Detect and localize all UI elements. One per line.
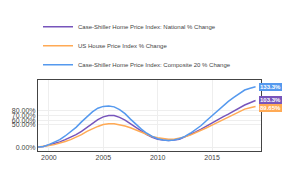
svg-text:80.00%: 80.00% (12, 107, 36, 114)
svg-text:70.00%: 70.00% (12, 112, 36, 119)
svg-text:Case-Shiller Home Price Index:: Case-Shiller Home Price Index: Composite… (78, 62, 231, 68)
svg-text:89.65%: 89.65% (260, 105, 281, 111)
svg-text:103.3%: 103.3% (260, 97, 281, 103)
svg-text:US House Price Index % Change: US House Price Index % Change (78, 43, 167, 49)
svg-text:50.00%: 50.00% (12, 121, 36, 128)
svg-text:133.3%: 133.3% (260, 84, 281, 90)
svg-text:2015: 2015 (204, 154, 220, 161)
svg-text:2010: 2010 (150, 154, 166, 161)
svg-text:0.00%: 0.00% (16, 144, 36, 151)
svg-text:60.00%: 60.00% (12, 117, 36, 124)
svg-text:Case-Shiller Home Price Index:: Case-Shiller Home Price Index: National … (78, 24, 216, 30)
svg-text:2005: 2005 (95, 154, 111, 161)
svg-text:2000: 2000 (41, 154, 57, 161)
